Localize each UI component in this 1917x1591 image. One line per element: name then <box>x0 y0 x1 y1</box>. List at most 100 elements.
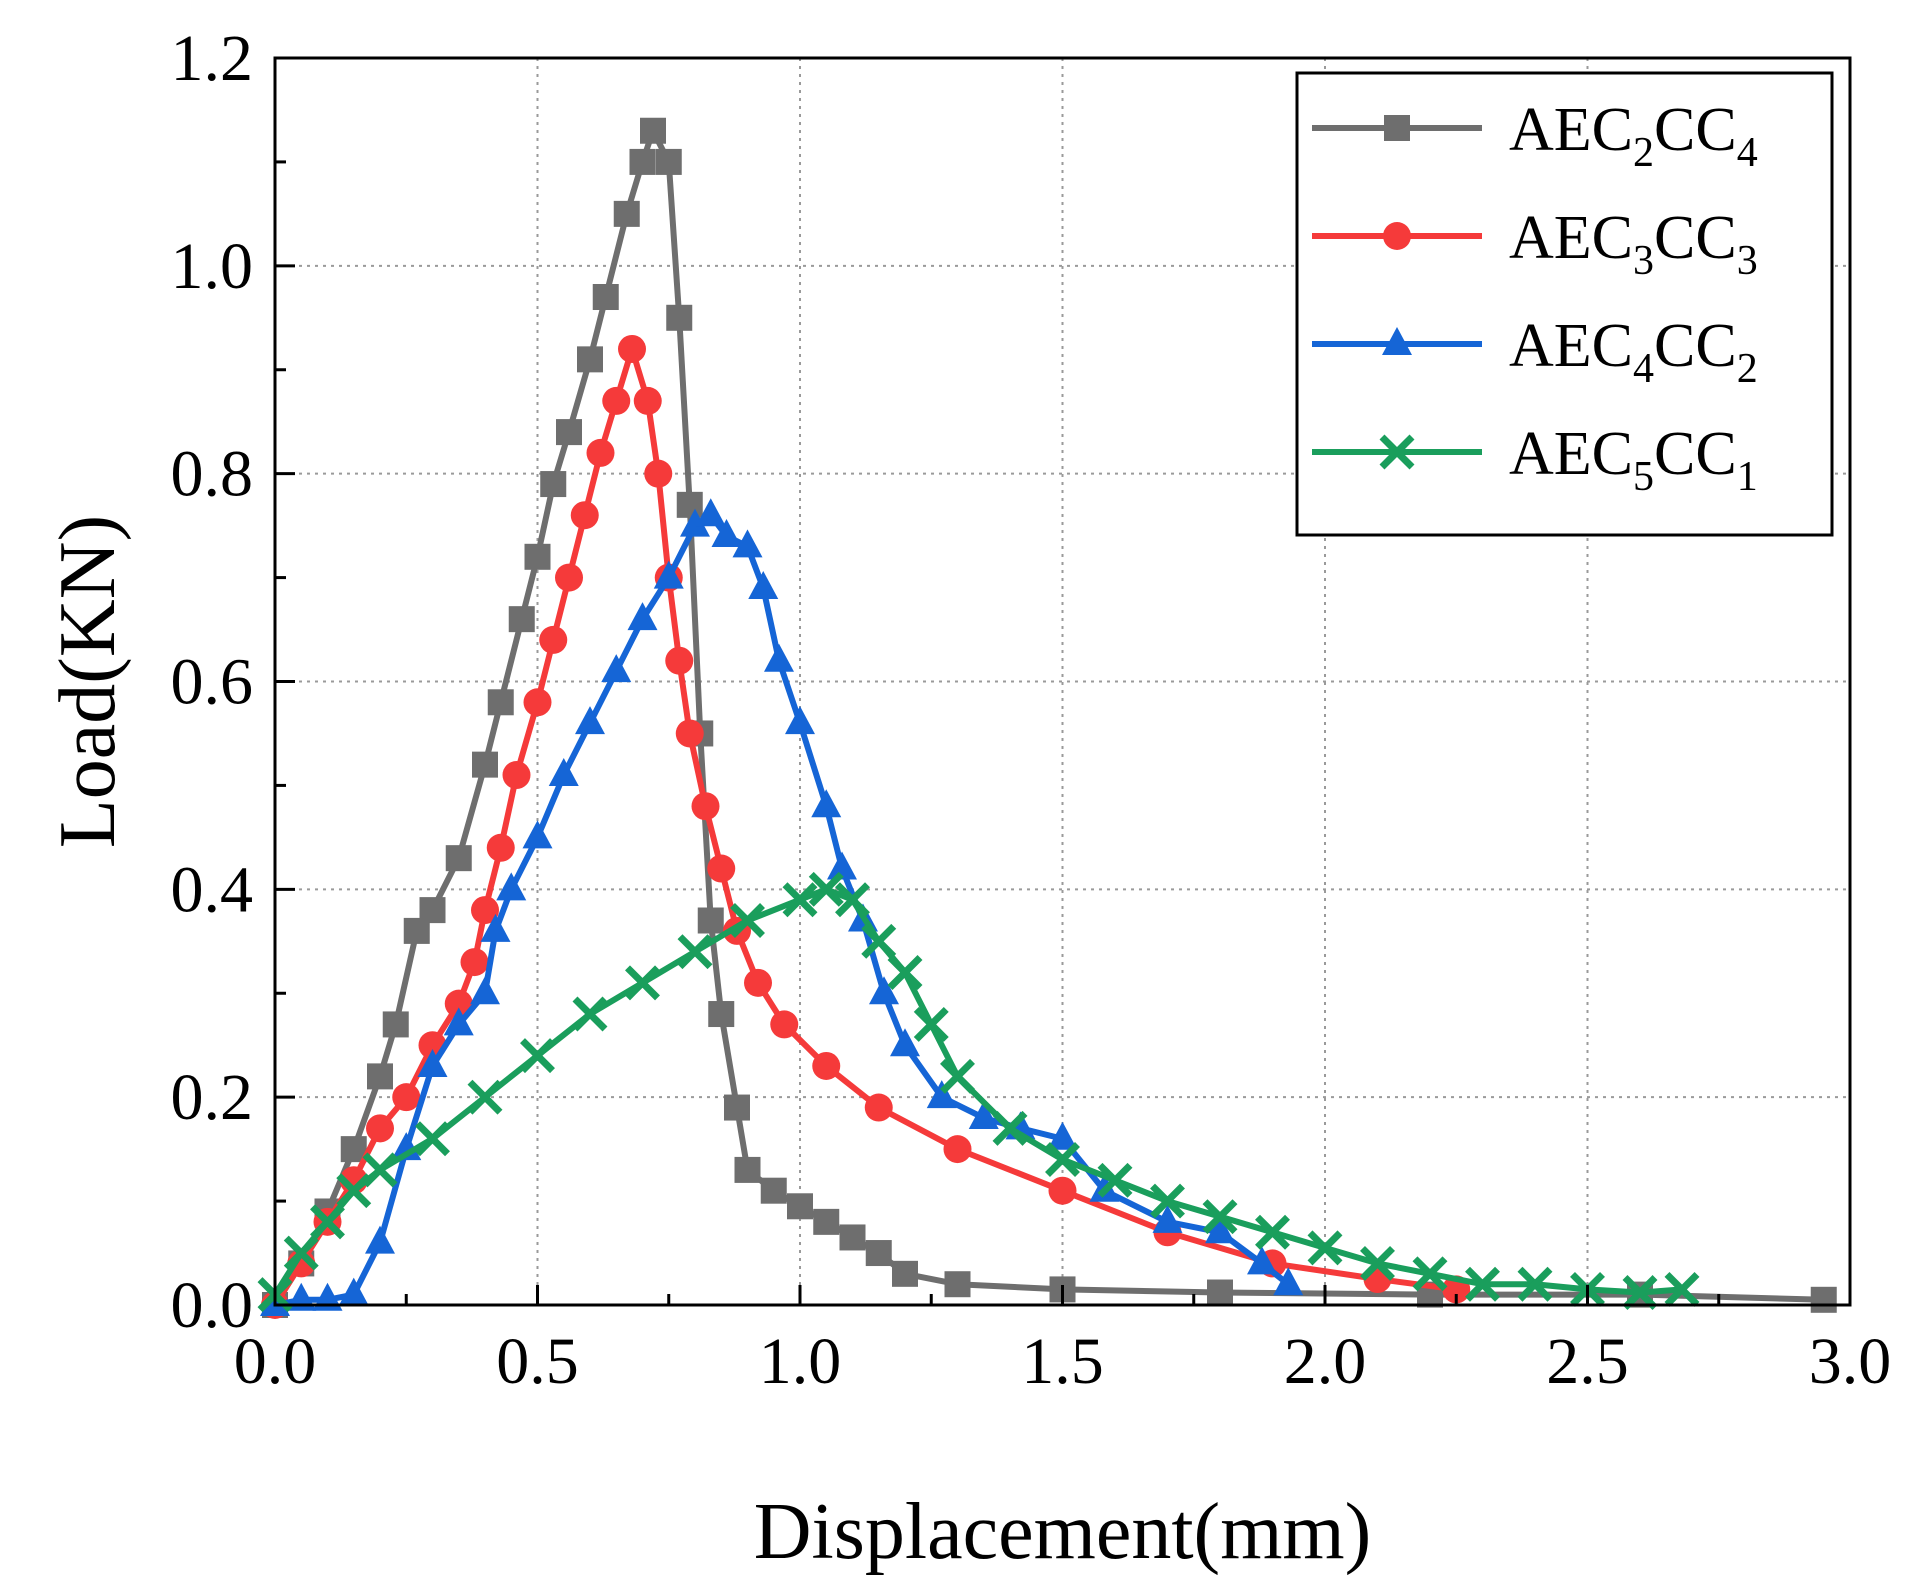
data-point <box>653 560 684 589</box>
data-point <box>926 1080 957 1109</box>
data-point <box>992 1110 1028 1146</box>
data-point <box>724 1094 750 1121</box>
y-axis-title: Load(KN) <box>44 515 132 848</box>
data-point <box>460 948 489 977</box>
data-point <box>338 1277 369 1306</box>
data-point <box>760 1177 787 1204</box>
data-point <box>676 491 703 518</box>
data-point <box>570 501 599 530</box>
plot-series <box>257 117 1837 1319</box>
data-point <box>575 706 605 735</box>
data-point <box>415 1121 450 1157</box>
data-point <box>310 1204 345 1240</box>
data-point <box>812 1051 841 1080</box>
data-point <box>675 719 704 748</box>
data-point <box>697 907 724 934</box>
data-point <box>808 871 844 907</box>
data-point <box>496 872 527 901</box>
data-point <box>467 1079 503 1115</box>
data-point <box>1622 1275 1658 1311</box>
data-point <box>1465 1266 1500 1302</box>
data-point <box>577 346 603 373</box>
data-point <box>283 1235 319 1271</box>
legend-item-AEC2CC4: AEC2CC4 <box>1312 96 1758 176</box>
data-point <box>734 1156 761 1183</box>
data-point <box>707 854 736 883</box>
data-point <box>592 284 619 311</box>
data-point <box>864 1093 893 1122</box>
data-point <box>1047 1121 1078 1150</box>
data-point <box>470 976 500 1005</box>
data-point <box>691 792 720 821</box>
data-point <box>1517 1266 1553 1302</box>
data-point <box>1247 1246 1277 1275</box>
data-point <box>890 1028 920 1057</box>
data-point <box>943 1135 972 1164</box>
data-point <box>827 851 857 880</box>
x-tick-label: 2.0 <box>1284 1325 1367 1398</box>
data-point <box>629 148 656 175</box>
legend-label: AEC2CC4 <box>1509 96 1758 176</box>
data-point <box>367 1063 393 1090</box>
x-tick-label: 1.0 <box>759 1325 842 1398</box>
data-point <box>586 438 615 467</box>
data-point <box>1273 1267 1304 1296</box>
data-point <box>417 1048 448 1077</box>
data-point <box>764 643 794 672</box>
data-point <box>644 459 673 488</box>
data-point <box>523 688 552 717</box>
legend-marker <box>1383 222 1411 250</box>
y-tick-label: 0.4 <box>171 853 254 926</box>
legend-item-AEC3CC3: AEC3CC3 <box>1312 204 1758 284</box>
data-point <box>861 923 897 959</box>
data-point <box>640 117 666 144</box>
data-point <box>680 508 710 537</box>
data-point <box>944 1271 971 1298</box>
data-point <box>940 1058 975 1094</box>
data-point <box>1152 1204 1183 1233</box>
legend-item-AEC4CC2: AEC4CC2 <box>1312 312 1758 392</box>
data-point <box>913 1006 949 1042</box>
y-tick-label: 1.2 <box>171 22 254 95</box>
data-point <box>708 1001 735 1028</box>
data-point <box>813 1208 840 1235</box>
data-point <box>382 1011 409 1038</box>
legend-entries: AEC2CC4 AEC3CC3 AEC4CC2 AEC5CC1 <box>1312 96 1758 500</box>
data-point <box>785 706 815 735</box>
y-tick-label: 0.8 <box>171 438 254 511</box>
data-point <box>839 1224 866 1251</box>
data-point <box>865 1240 892 1267</box>
data-point <box>711 519 742 548</box>
data-point <box>539 625 568 654</box>
legend-label: AEC5CC1 <box>1509 420 1758 500</box>
data-point <box>572 996 608 1032</box>
data-point <box>748 570 779 599</box>
data-point <box>732 529 763 558</box>
data-point <box>392 1083 421 1112</box>
legend-label: AEC4CC2 <box>1509 312 1758 392</box>
legend-item-AEC5CC1: AEC5CC1 <box>1312 420 1758 500</box>
data-point <box>633 386 662 415</box>
x-axis-title: Displacement(mm) <box>754 1488 1372 1576</box>
data-point <box>1150 1183 1185 1219</box>
data-point <box>869 976 899 1005</box>
data-point <box>362 1152 398 1188</box>
y-tick-label: 0.6 <box>171 646 254 719</box>
data-point <box>471 896 499 925</box>
data-point <box>811 789 842 818</box>
legend-marker <box>1379 434 1415 470</box>
data-point <box>892 1260 918 1287</box>
y-tick-label: 0.0 <box>171 1269 254 1342</box>
data-point <box>1360 1245 1395 1281</box>
series-AEC3CC3 <box>261 334 1471 1319</box>
data-point <box>486 833 515 862</box>
legend: AEC2CC4 AEC3CC3 AEC4CC2 AEC5CC1 <box>1295 71 1834 537</box>
data-point <box>887 954 923 990</box>
data-point <box>366 1114 394 1143</box>
data-point <box>744 968 772 997</box>
legend-label: AEC3CC3 <box>1509 204 1758 284</box>
series-AEC5CC1 <box>257 871 1700 1313</box>
data-point <box>480 913 511 942</box>
data-point <box>602 386 631 415</box>
